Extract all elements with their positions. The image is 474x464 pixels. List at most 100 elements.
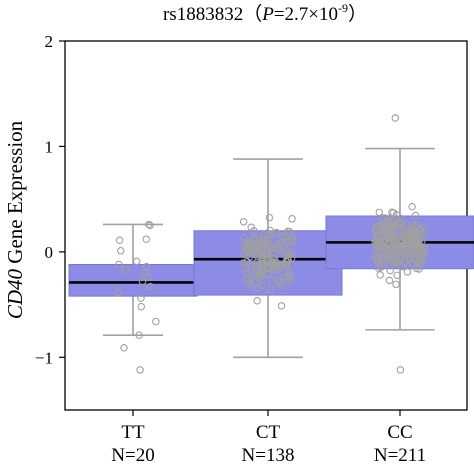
- data-point: [267, 275, 276, 284]
- data-point: [388, 220, 397, 229]
- x-count-label: N=20: [111, 445, 154, 464]
- data-point: [284, 256, 292, 264]
- data-point: [287, 249, 295, 258]
- data-point: [258, 281, 266, 290]
- data-point: [391, 114, 400, 122]
- data-point: [398, 262, 407, 271]
- data-point: [396, 366, 405, 374]
- data-point: [382, 254, 390, 263]
- data-point: [259, 239, 268, 248]
- data-point: [272, 228, 281, 237]
- data-point: [275, 276, 283, 285]
- data-point: [270, 243, 279, 252]
- data-point: [288, 215, 296, 223]
- data-point: [393, 271, 401, 280]
- title-snp: rs1883832: [163, 4, 243, 25]
- data-point: [388, 243, 397, 252]
- data-point: [152, 317, 160, 326]
- data-point: [394, 244, 402, 252]
- data-point: [144, 273, 152, 281]
- data-point: [145, 220, 153, 229]
- data-point: [379, 229, 387, 238]
- data-point: [286, 274, 294, 282]
- data-point: [142, 262, 151, 271]
- data-point: [390, 252, 399, 261]
- data-point: [146, 282, 155, 291]
- data-point: [277, 302, 286, 310]
- data-point: [253, 297, 261, 305]
- data-point: [377, 263, 385, 271]
- data-point: [411, 211, 420, 220]
- data-point: [392, 280, 400, 289]
- data-point: [115, 236, 124, 245]
- x-count-label: N=138: [242, 445, 295, 464]
- data-point: [408, 202, 416, 211]
- x-axis-ticks: TT N=20 CT N=138 CC N=211: [111, 410, 426, 464]
- data-point: [260, 234, 269, 243]
- data-point: [376, 242, 385, 251]
- data-point: [287, 254, 296, 262]
- svg-text:rs1883832（P=2.7×10-9）: rs1883832（P=2.7×10-9）: [163, 1, 367, 25]
- data-point: [268, 254, 277, 262]
- data-point: [393, 248, 401, 257]
- data-point: [250, 270, 259, 279]
- data-point: [372, 226, 380, 234]
- data-point: [246, 241, 254, 249]
- x-count-label: N=211: [374, 445, 426, 464]
- data-point: [138, 277, 147, 286]
- data-point: [415, 253, 423, 262]
- data-point: [412, 247, 421, 256]
- data-point: [142, 235, 150, 243]
- data-point: [114, 289, 122, 297]
- data-point: [247, 223, 255, 231]
- chart-title: rs1883832（P=2.7×10-9）: [163, 1, 367, 25]
- data-point: [289, 238, 297, 246]
- data-point: [401, 248, 410, 256]
- title-p-value: =2.7×10: [274, 4, 338, 25]
- data-point: [285, 237, 294, 246]
- data-point: [117, 247, 125, 255]
- data-point: [136, 366, 144, 374]
- data-point: [257, 260, 265, 269]
- x-category-label: CC: [387, 422, 412, 443]
- data-point: [132, 257, 141, 266]
- data-point: [254, 241, 263, 250]
- data-point: [415, 237, 423, 245]
- data-point: [386, 266, 394, 275]
- y-tick-label: 2: [45, 32, 54, 51]
- data-point: [384, 248, 393, 256]
- data-point: [268, 230, 276, 239]
- data-point: [146, 221, 154, 230]
- data-point: [278, 262, 286, 271]
- data-point: [399, 229, 407, 238]
- data-point: [385, 233, 393, 242]
- data-point: [420, 223, 428, 232]
- y-tick-label: 0: [45, 243, 54, 262]
- data-point: [416, 259, 425, 267]
- y-tick-label: 1: [45, 137, 54, 156]
- y-axis-label: CD40 Gene Expression: [3, 120, 27, 319]
- data-point: [385, 276, 394, 285]
- data-point: [121, 266, 130, 274]
- data-point: [240, 234, 248, 242]
- data-point: [242, 264, 251, 272]
- data-point: [266, 258, 275, 266]
- data-point: [393, 258, 402, 267]
- data-point: [412, 264, 421, 273]
- data-point: [389, 216, 398, 224]
- data-point: [381, 250, 389, 258]
- data-point: [265, 213, 274, 222]
- data-point: [251, 279, 259, 287]
- svg-text:CD40 Gene Expression: CD40 Gene Expression: [3, 120, 27, 319]
- title-p-symbol: P: [261, 4, 274, 25]
- data-point: [258, 234, 267, 243]
- data-point: [264, 269, 272, 278]
- title-p-exponent: -9: [338, 1, 348, 15]
- data-point: [250, 246, 258, 255]
- data-point: [266, 285, 275, 294]
- data-point: [137, 302, 146, 311]
- data-point: [377, 214, 386, 222]
- data-point: [253, 258, 261, 267]
- data-point: [409, 232, 417, 240]
